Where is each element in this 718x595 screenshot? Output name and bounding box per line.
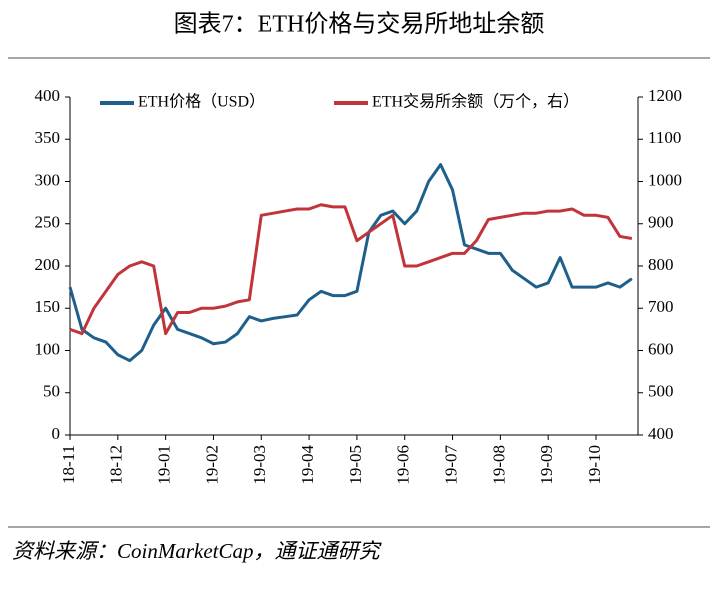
legend-label: ETH价格（USD） xyxy=(138,93,265,111)
x-tick-label: 18-11 xyxy=(59,445,78,484)
y2-tick-label: 700 xyxy=(648,297,674,316)
y-tick-label: 350 xyxy=(35,128,61,147)
series-line xyxy=(69,203,633,336)
x-tick-label: 19-09 xyxy=(537,445,556,485)
y2-tick-label: 900 xyxy=(648,213,674,232)
y-tick-label: 50 xyxy=(43,382,60,401)
x-tick-label: 19-07 xyxy=(441,445,460,485)
y2-tick-label: 800 xyxy=(648,255,674,274)
x-tick-label: 19-05 xyxy=(346,445,365,485)
x-tick-label: 19-03 xyxy=(250,445,269,485)
y-tick-label: 0 xyxy=(52,424,61,443)
y2-tick-label: 400 xyxy=(648,424,674,443)
chart-title: 图表7：ETH价格与交易所地址余额 xyxy=(174,11,545,38)
x-tick-label: 19-04 xyxy=(298,445,317,485)
y-tick-label: 100 xyxy=(35,339,61,358)
y2-tick-label: 1000 xyxy=(648,170,682,189)
y2-tick-label: 1100 xyxy=(648,128,681,147)
y-tick-label: 200 xyxy=(35,255,61,274)
y2-tick-label: 600 xyxy=(648,339,674,358)
legend-label: ETH交易所余额（万个，右） xyxy=(372,92,579,111)
y2-tick-label: 1200 xyxy=(648,86,682,105)
x-tick-label: 19-02 xyxy=(202,445,221,485)
x-tick-label: 18-12 xyxy=(107,445,126,485)
y2-tick-label: 500 xyxy=(648,382,674,401)
y-tick-label: 400 xyxy=(35,86,61,105)
x-tick-label: 19-06 xyxy=(394,445,413,485)
x-tick-label: 19-10 xyxy=(585,445,604,485)
y-tick-label: 150 xyxy=(35,297,61,316)
source: 资料来源：CoinMarketCap，通证通研究 xyxy=(12,539,382,563)
x-tick-label: 19-08 xyxy=(489,445,508,485)
series-line xyxy=(68,163,633,363)
y-tick-label: 300 xyxy=(35,170,61,189)
x-tick-label: 19-01 xyxy=(155,445,174,485)
y-tick-label: 250 xyxy=(35,213,61,232)
